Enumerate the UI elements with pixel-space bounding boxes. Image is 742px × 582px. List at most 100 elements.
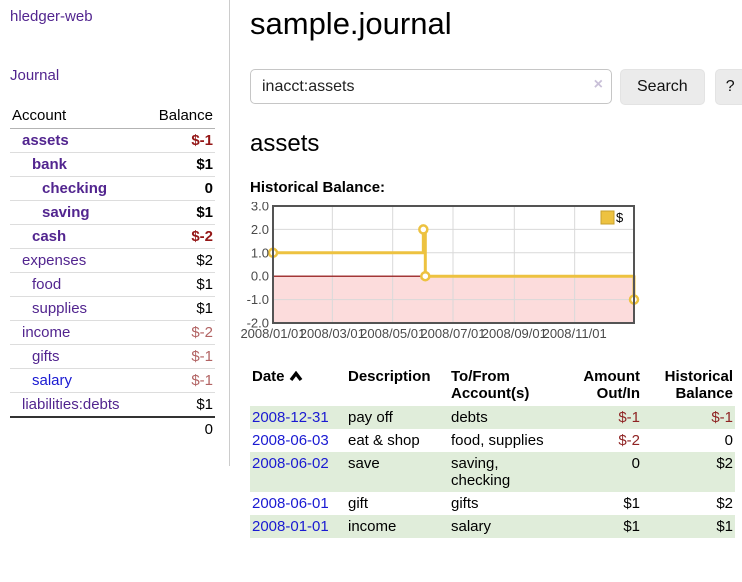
accounts-header-row: Account Balance [10, 104, 215, 129]
transaction-balance: 0 [724, 431, 733, 449]
transaction-amount: 0 [631, 454, 640, 472]
transaction-description: gift [348, 494, 369, 512]
transaction-date-link[interactable]: 2008-01-01 [252, 517, 329, 535]
transaction-accounts: food, supplies [451, 431, 544, 449]
account-link-food[interactable]: food [32, 276, 62, 293]
register-header-amount-out-in: Amount Out/In [583, 367, 640, 402]
svg-text:2008/11/01: 2008/11/01 [543, 326, 607, 341]
account-row: gifts $-1 [10, 344, 215, 369]
accounts-header-balance: Balance [144, 104, 215, 129]
account-balance: $-2 [144, 224, 215, 249]
account-heading: assets [250, 129, 320, 157]
account-row: bank $1 [10, 152, 215, 177]
search-bar: × Search ? [250, 68, 742, 105]
transaction-accounts: gifts [451, 494, 479, 512]
account-link-supplies[interactable]: supplies [32, 300, 88, 317]
transaction-balance: $-1 [711, 408, 733, 426]
transaction-description: eat & shop [348, 431, 420, 449]
chart-svg: $3.0 2.0 1.0 0.0 -1.0 -2.02008/01/012008/03/0… [240, 198, 640, 341]
sidebar-item-journal[interactable]: Journal [10, 67, 60, 84]
transaction-date-link[interactable]: 2008-06-02 [252, 454, 329, 472]
svg-text:2008/09/01: 2008/09/01 [482, 326, 547, 341]
transaction-row: 2008-06-01 gift gifts $1 $2 [250, 492, 735, 515]
account-balance: $1 [144, 272, 215, 297]
transaction-accounts: saving, checking [451, 454, 511, 489]
transaction-balance: $2 [716, 454, 733, 472]
chart-title: Historical Balance: [250, 178, 386, 196]
account-row: income $-2 [10, 320, 215, 345]
account-balance: $1 [144, 200, 215, 225]
account-row: liabilities:debts $1 [10, 392, 215, 418]
account-row: assets $-1 [10, 128, 215, 153]
register-header-row: Date Description To/From Account(s) Amount … [250, 366, 735, 406]
transaction-date-link[interactable]: 2008-06-01 [252, 494, 329, 512]
search-input[interactable] [250, 69, 612, 105]
help-button[interactable]: ? [714, 68, 742, 105]
account-link-liabilities-debts[interactable]: liabilities:debts [22, 396, 120, 413]
svg-text:2008/07/01: 2008/07/01 [420, 326, 485, 341]
register-table: Date Description To/From Account(s) Amount … [250, 366, 735, 538]
accounts-total: 0 [144, 416, 215, 441]
account-balance: $-1 [144, 344, 215, 369]
transaction-date-link[interactable]: 2008-06-03 [252, 431, 329, 449]
accounts-table: Account Balance assets $-1 bank $1 checking 0… [10, 104, 215, 441]
account-row: supplies $1 [10, 296, 215, 321]
transaction-description: pay off [348, 408, 393, 426]
search-button[interactable]: Search [620, 68, 705, 105]
account-row: expenses $2 [10, 248, 215, 273]
register-header-historical-balance: Historical Balance [664, 367, 733, 402]
transaction-balance: $2 [716, 494, 733, 512]
account-row: cash $-2 [10, 224, 215, 249]
historical-balance-chart[interactable]: $3.0 2.0 1.0 0.0 -1.0 -2.0 2008/01/01 2008/03/0… [238, 198, 736, 348]
transaction-row: 2008-06-03 eat & shop food, supplies $-2 0 [250, 429, 735, 452]
account-link-gifts[interactable]: gifts [32, 348, 60, 365]
account-row: saving $1 [10, 200, 215, 225]
register-header-date[interactable]: Date [250, 366, 346, 406]
account-row: checking 0 [10, 176, 215, 201]
transaction-accounts: debts [451, 408, 488, 426]
transaction-row: 2008-12-31 pay off debts $-1 $-1 [250, 405, 735, 429]
svg-text:2008/05/01: 2008/05/01 [360, 326, 425, 341]
svg-text:2.0: 2.0 [251, 222, 269, 237]
account-link-checking[interactable]: checking [42, 180, 108, 197]
transaction-balance: $1 [716, 517, 733, 535]
account-row: salary $-1 [10, 368, 215, 393]
account-link-saving[interactable]: saving [42, 204, 90, 221]
svg-text:2008/03/01: 2008/03/01 [300, 326, 365, 341]
main-content: sample.journal × Search ? assets Histori… [231, 0, 742, 538]
account-row: food $1 [10, 272, 215, 297]
transaction-date-link[interactable]: 2008-12-31 [252, 408, 329, 426]
register-header-to-from-account-s-: To/From Account(s) [451, 367, 530, 402]
account-link-bank[interactable]: bank [32, 156, 68, 173]
transaction-row: 2008-06-02 save saving, checking 0 $2 [250, 451, 735, 492]
account-balance: $-1 [144, 368, 215, 393]
svg-text:0.0: 0.0 [251, 268, 269, 283]
account-balance: 0 [144, 176, 215, 201]
svg-text:-2.0: -2.0 [247, 315, 269, 330]
account-balance: $-1 [144, 128, 215, 153]
transaction-amount: $-1 [618, 408, 640, 426]
svg-text:2008/01/01: 2008/01/01 [240, 326, 305, 341]
account-balance: $1 [144, 152, 215, 177]
clear-search-icon[interactable]: × [593, 76, 603, 94]
chart-legend-label: $ [616, 210, 624, 225]
account-balance: $1 [144, 392, 215, 418]
transaction-amount: $-2 [618, 431, 640, 449]
transaction-description: income [348, 517, 397, 535]
transaction-row: 2008-01-01 income salary $1 $1 [250, 514, 735, 538]
sort-asc-icon [289, 370, 302, 381]
account-link-income[interactable]: income [22, 324, 71, 341]
accounts-header-account: Account [10, 104, 145, 129]
transaction-amount: $1 [623, 517, 640, 535]
account-link-assets[interactable]: assets [22, 132, 69, 149]
transaction-description: save [348, 454, 380, 472]
account-balance: $-2 [144, 320, 215, 345]
account-link-expenses[interactable]: expenses [22, 252, 87, 269]
register-header-description: Description [348, 367, 431, 385]
account-link-salary[interactable]: salary [32, 372, 73, 389]
svg-text:-1.0: -1.0 [247, 292, 269, 307]
transaction-accounts: salary [451, 517, 492, 535]
accounts-total-row: 0 [10, 416, 215, 441]
account-link-cash[interactable]: cash [32, 228, 67, 245]
app-title-link[interactable]: hledger-web [10, 8, 93, 25]
